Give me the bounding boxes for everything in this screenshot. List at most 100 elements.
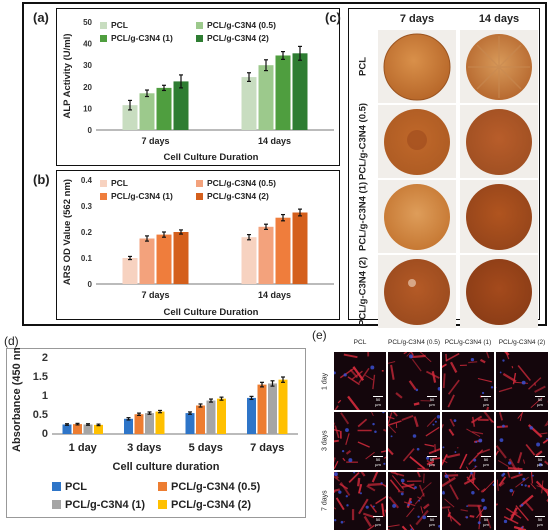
panel-a-label: (a) <box>33 10 49 25</box>
legend-swatch-3 <box>196 35 203 42</box>
bar-5-days-series-2 <box>207 401 216 434</box>
bar-5-days-series-3 <box>217 399 226 434</box>
bar-5-days-series-1 <box>196 406 205 435</box>
dish-image-pcl-7days <box>378 30 456 103</box>
y-axis-label: ARS OD Value (562 nm) <box>62 179 73 285</box>
x-category-label-1: 14 days <box>258 290 291 300</box>
legend-label-3: PCL/g-C3N4 (2) <box>207 33 269 43</box>
fl-grid-corner <box>318 336 332 350</box>
y-tick-label-4: 0.4 <box>81 176 93 185</box>
dish-image-2-7days <box>378 255 456 328</box>
legend-label-3: PCL/g-C3N4 (2) <box>171 499 251 511</box>
fluorescence-image-r2-c2: 50 µm <box>442 472 494 530</box>
legend-swatch-1 <box>196 180 203 187</box>
y-tick-label-4: 2 <box>42 352 48 364</box>
x-category-label-0: 7 days <box>141 290 169 300</box>
fluorescence-image-r1-c0: 50 µm <box>334 412 386 470</box>
bar-7-days-series-2 <box>157 88 172 130</box>
dish-image-0.5-7days <box>378 105 456 178</box>
legend-swatch-3 <box>158 500 167 509</box>
bar-7-days-series-2 <box>268 383 277 434</box>
scale-bar: 50 µm <box>373 456 383 467</box>
fluorescence-image-r1-c2: 50 µm <box>442 412 494 470</box>
scale-bar: 50 µm <box>427 456 437 467</box>
dish-row-pcl-1: PCL/g-C3N4 (1) <box>352 180 374 253</box>
bar-14-days-series-1 <box>259 65 274 130</box>
y-tick-label-2: 1 <box>42 390 48 402</box>
scale-bar: 50 µm <box>481 456 491 467</box>
x-axis-label: Cell culture duration <box>113 461 220 473</box>
y-tick-label-3: 1.5 <box>33 371 48 383</box>
bar-3-days-series-3 <box>156 412 165 434</box>
y-tick-label-3: 30 <box>83 61 92 70</box>
dish-image-0.5-14days <box>460 105 538 178</box>
legend-label-1: PCL/g-C3N4 (0.5) <box>171 481 261 493</box>
fluorescence-image-r1-c3: 50 µm <box>496 412 548 470</box>
dish-image-pcl-14days <box>460 30 538 103</box>
dish-image-1-14days <box>460 180 538 253</box>
dish-image-2-14days <box>460 255 538 328</box>
x-axis-label: Cell Culture Duration <box>163 307 258 318</box>
legend-swatch-1 <box>158 482 167 491</box>
scale-bar: 50 µm <box>535 456 545 467</box>
legend-label-0: PCL <box>111 20 128 30</box>
y-axis-label: ALP Activity (U/ml) <box>62 34 73 119</box>
bar-7-days-series-0 <box>247 398 256 434</box>
y-tick-label-1: 10 <box>83 104 92 113</box>
bar-14-days-series-3 <box>293 213 308 285</box>
y-tick-label-0: 0 <box>88 280 93 289</box>
y-tick-label-1: 0.5 <box>33 409 48 421</box>
panel-b-label: (b) <box>33 172 50 187</box>
bar-3-days-series-0 <box>124 419 133 434</box>
legend-swatch-0 <box>52 482 61 491</box>
bar-3-days-series-1 <box>135 414 144 434</box>
bar-7-days-series-1 <box>258 385 267 434</box>
dish-image-1-7days <box>378 180 456 253</box>
y-tick-label-1: 0.1 <box>81 254 93 263</box>
bar-7-days-series-3 <box>174 81 189 130</box>
bar-14-days-series-0 <box>242 77 257 130</box>
legend-swatch-2 <box>100 193 107 200</box>
dish-grid-corner <box>352 10 374 28</box>
bar-7-days-series-0 <box>123 258 138 284</box>
bar-1-day-series-0 <box>63 425 72 435</box>
fl-col-pcl: PCL <box>334 336 386 350</box>
fl-row-2: 7 days <box>318 472 332 530</box>
dish-row-pcl-2: PCL/g-C3N4 (2) <box>352 255 374 328</box>
fluorescence-image-r2-c3: 50 µm <box>496 472 548 530</box>
fl-col-1: PCL/g-C3N4 (1) <box>442 336 494 350</box>
bar-5-days-series-0 <box>186 413 195 434</box>
bar-14-days-series-0 <box>242 237 257 284</box>
fluorescence-image-r0-c0: 50 µm <box>334 352 386 410</box>
y-tick-label-3: 0.3 <box>81 202 93 211</box>
fluorescence-image-r1-c1: 50 µm <box>388 412 440 470</box>
bar-1-day-series-1 <box>73 424 82 434</box>
bar-7-days-series-3 <box>279 380 288 434</box>
fluorescence-image-r2-c0: 50 µm <box>334 472 386 530</box>
scale-bar: 50 µm <box>373 516 383 527</box>
dish-grid: 7 days 14 days PCL PCL/g-C3N4 (0.5) PCL/… <box>352 10 538 328</box>
panel-c-label: (c) <box>325 10 341 25</box>
panel-d-label: (d) <box>4 334 19 348</box>
bar-7-days-series-2 <box>157 235 172 284</box>
scale-bar: 50 µm <box>481 396 491 407</box>
bar-7-days-series-3 <box>174 232 189 284</box>
bar-3-days-series-2 <box>145 413 154 434</box>
x-axis-label: Cell Culture Duration <box>163 152 258 163</box>
legend-swatch-0 <box>100 22 107 29</box>
dish-col-14days: 14 days <box>460 10 538 28</box>
bar-14-days-series-1 <box>259 227 274 284</box>
scale-bar: 50 µm <box>427 516 437 527</box>
bar-14-days-series-2 <box>276 218 291 284</box>
scale-bar: 50 µm <box>481 516 491 527</box>
scale-bar: 50 µm <box>535 516 545 527</box>
y-tick-label-2: 20 <box>83 83 92 92</box>
x-category-label-0: 7 days <box>141 136 169 146</box>
legend-swatch-3 <box>196 193 203 200</box>
dish-row-pcl-0.5: PCL/g-C3N4 (0.5) <box>352 105 374 178</box>
legend-label-0: PCL <box>65 481 87 493</box>
x-category-label-1: 14 days <box>258 136 291 146</box>
bar-14-days-series-3 <box>293 53 308 130</box>
y-axis-label: Absorbance (450 nm) <box>11 348 23 452</box>
